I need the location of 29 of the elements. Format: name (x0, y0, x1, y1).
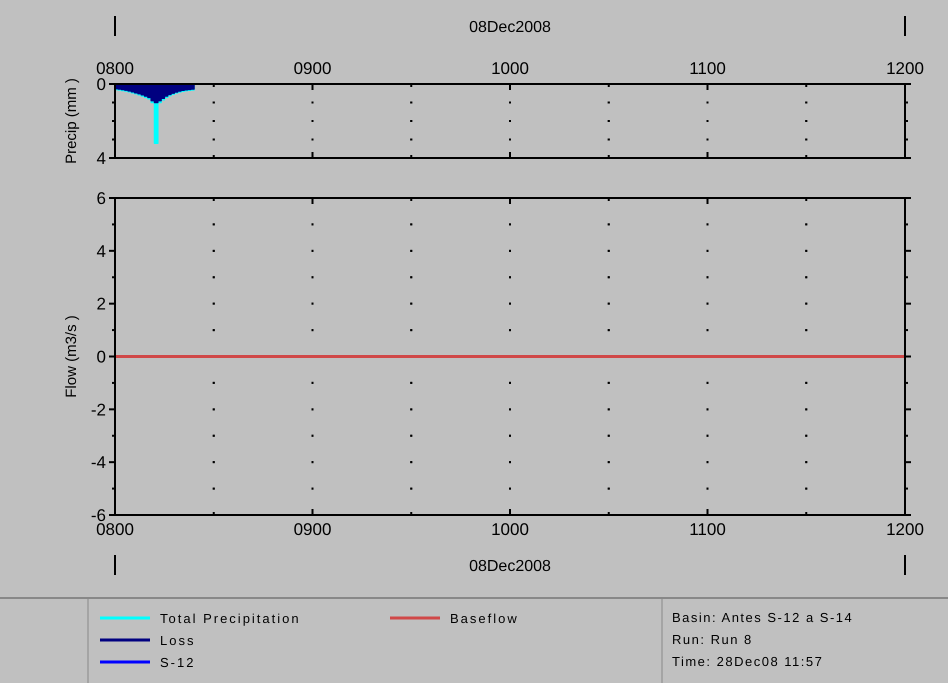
x-tick-label: 0800 (96, 520, 134, 539)
text: Run: Run 8 (672, 632, 753, 647)
y-tick-label: 4 (96, 242, 106, 261)
legend-label: Total Precipitation (160, 611, 301, 626)
y-tick-label: 4 (96, 149, 106, 168)
x-tick-label: 1200 (886, 520, 924, 539)
legend-label: Loss (160, 633, 196, 648)
x-axis-title: 08Dec2008 (469, 19, 552, 36)
x-tick-label: 1000 (491, 59, 529, 78)
y-axis-title: Flow (m3/s ) (63, 315, 80, 398)
x-tick-label: 1100 (689, 520, 726, 539)
x-tick-label: 1000 (491, 520, 529, 539)
x-tick-label: 1200 (886, 59, 924, 78)
x-tick-label: 0900 (294, 520, 332, 539)
x-axis-title: 08Dec2008 (469, 558, 552, 575)
legend-label: Baseflow (450, 611, 519, 626)
x-tick-label: 1100 (689, 59, 726, 78)
y-tick-label: -2 (90, 400, 106, 420)
y-tick-label: 2 (96, 294, 106, 314)
x-tick-label: 0800 (96, 59, 134, 78)
y-tick-label: 6 (96, 189, 106, 208)
y-tick-label: 0 (96, 348, 106, 366)
text: Basin: Antes S-12 a S-14 (672, 610, 854, 625)
y-tick-label: -4 (90, 453, 106, 472)
x-tick-label: 0900 (294, 59, 332, 78)
y-tick-label: 0 (96, 75, 106, 94)
text: Time: 28Dec08 11:57 (672, 654, 824, 669)
y-axis-title: Precip (mm ) (63, 78, 80, 164)
legend-label: S-12 (160, 655, 196, 670)
